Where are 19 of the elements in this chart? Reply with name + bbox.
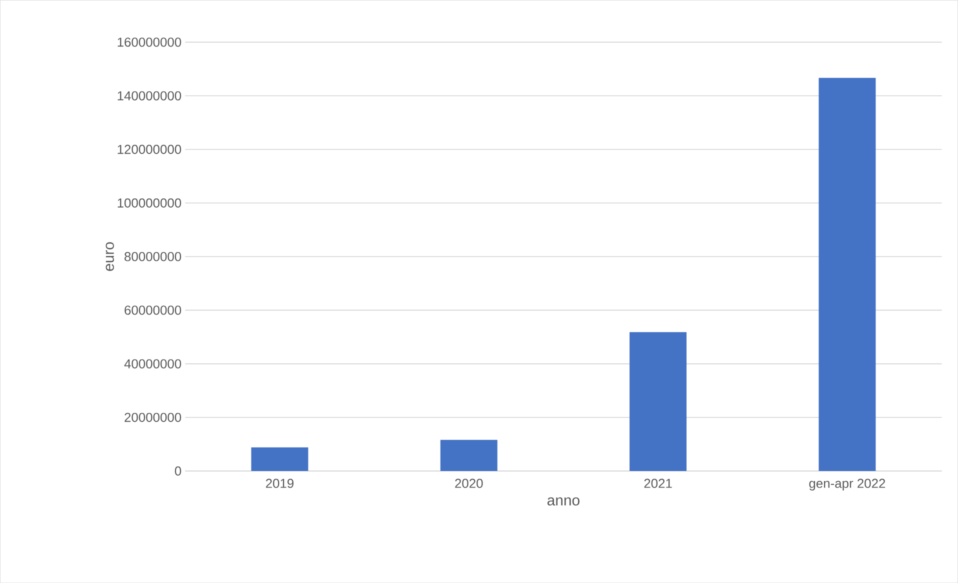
y-tick-label: 60000000 xyxy=(124,306,182,315)
y-tick-label: 120000000 xyxy=(118,144,182,154)
bar xyxy=(440,440,498,471)
x-tick-label: 2019 xyxy=(266,478,294,488)
x-tick-label: 2020 xyxy=(455,478,483,488)
bar xyxy=(818,78,876,471)
bar xyxy=(251,447,308,471)
bar xyxy=(630,332,687,471)
y-tick-label: 40000000 xyxy=(124,359,182,368)
x-tick-label: gen-apr 2022 xyxy=(809,478,886,490)
y-tick-label: 0 xyxy=(174,466,182,476)
y-tick-label: 100000000 xyxy=(118,198,182,208)
x-axis-title: anno xyxy=(547,497,580,506)
y-tick-label: 160000000 xyxy=(118,38,182,47)
x-tick-label: 2021 xyxy=(644,478,672,488)
y-tick-label: 20000000 xyxy=(124,412,182,422)
y-tick-label: 140000000 xyxy=(118,91,182,100)
y-tick-label: 80000000 xyxy=(124,252,182,262)
y-axis-title: euro xyxy=(106,242,114,271)
